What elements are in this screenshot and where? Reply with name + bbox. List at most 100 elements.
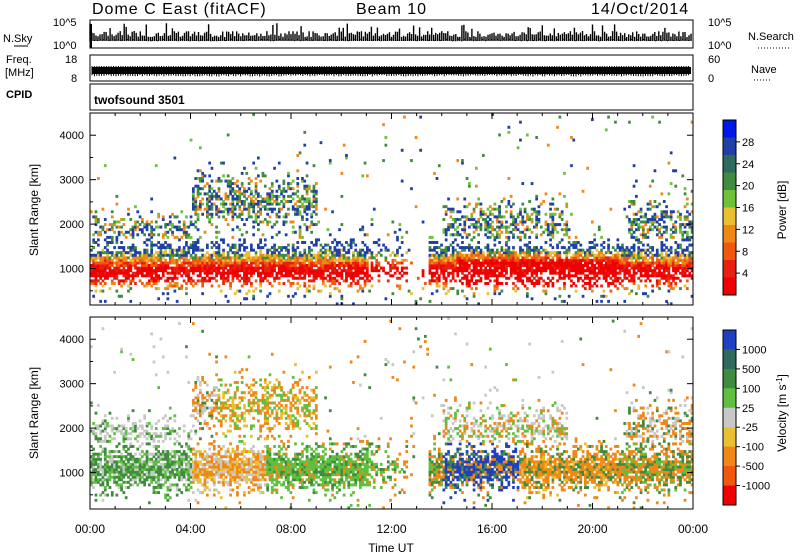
echo-cell (646, 228, 650, 232)
echo-cell (166, 284, 170, 288)
echo-cell (110, 457, 114, 461)
echo-cell (607, 243, 610, 247)
echo-cell (250, 248, 253, 252)
echo-cell (454, 238, 457, 242)
echo-cell (226, 253, 230, 257)
echo-cell (458, 246, 462, 250)
echo-cell (651, 215, 655, 219)
echo-cell (665, 225, 668, 229)
echo-cell (442, 258, 446, 262)
echo-cell (333, 256, 337, 260)
power-colorbar-label: Power [dB] (775, 181, 789, 240)
echo-cell (437, 279, 441, 283)
echo-cell (505, 230, 508, 234)
echo-cell (551, 233, 555, 237)
echo-cell (303, 271, 307, 275)
echo-cell (632, 264, 636, 267)
echo-cell (444, 233, 448, 237)
echo-cell (565, 264, 569, 267)
velocity-cells (90, 317, 694, 510)
echo-cell (635, 258, 638, 262)
echo-cell (440, 269, 443, 273)
echo-cell (284, 261, 288, 265)
echo-cell (154, 264, 158, 267)
echo-cell (201, 276, 205, 280)
echo-cell (493, 266, 497, 270)
echo-cell (470, 256, 474, 260)
echo-cell (533, 264, 536, 267)
echo-cell (168, 486, 172, 489)
echo-cell (377, 269, 381, 273)
echo-cell (226, 197, 230, 201)
echo-cell (505, 248, 508, 252)
echo-cell (173, 261, 177, 265)
echo-cell (632, 279, 636, 283)
echo-cell (203, 279, 207, 283)
echo-cell (363, 256, 367, 260)
echo-cell (335, 248, 339, 252)
echo-cell (591, 118, 594, 122)
echo-cell (115, 462, 119, 466)
echo-cell (577, 258, 580, 262)
echo-cell (405, 266, 409, 270)
echo-cell (352, 258, 355, 262)
echo-cell (495, 233, 499, 237)
echo-cell (493, 264, 497, 267)
echo-cell (655, 258, 659, 262)
echo-cell (94, 457, 98, 461)
echo-cell (644, 292, 648, 296)
echo-cell (674, 266, 678, 270)
echo-cell (628, 228, 631, 232)
echo-cell (94, 230, 98, 234)
echo-cell (99, 493, 103, 497)
echo-cell (206, 200, 209, 203)
echo-cell (345, 274, 348, 278)
echo-cell (551, 220, 555, 224)
echo-cell (224, 218, 228, 221)
echo-cell (166, 462, 170, 466)
echo-cell (238, 194, 242, 198)
echo-cell (558, 251, 562, 255)
echo-cell (97, 473, 100, 477)
echo-cell (247, 215, 251, 219)
echo-cell (161, 215, 165, 219)
echo-cell (340, 248, 344, 252)
echo-cell (533, 261, 536, 265)
echo-cell (505, 210, 508, 214)
echo-cell (164, 455, 167, 459)
echo-cell (161, 355, 165, 359)
echo-cell (551, 246, 555, 250)
echo-cell (461, 269, 464, 273)
echo-cell (138, 478, 142, 482)
echo-cell (363, 251, 367, 255)
echo-cell (361, 269, 365, 273)
echo-cell (653, 200, 657, 203)
echo-cell (282, 215, 286, 219)
echo-cell (103, 264, 107, 267)
echo-cell (366, 248, 369, 252)
echo-cell (400, 261, 404, 265)
echo-cell (254, 256, 258, 260)
echo-cell (500, 282, 504, 285)
echo-cell (282, 269, 286, 273)
echo-cell (530, 266, 534, 270)
echo-cell (644, 271, 648, 275)
echo-cell (113, 432, 116, 436)
echo-cell (103, 493, 107, 497)
echo-cell (252, 248, 256, 252)
echo-cell (136, 483, 140, 487)
echo-cell (231, 215, 235, 219)
echo-cell (148, 422, 151, 425)
echo-cell (347, 266, 351, 270)
echo-cell (187, 261, 191, 265)
echo-cell (609, 266, 613, 270)
echo-cell (233, 189, 237, 193)
echo-cell (171, 483, 174, 487)
echo-cell (270, 261, 274, 265)
echo-cell (261, 276, 265, 280)
echo-cell (509, 205, 513, 209)
echo-cell (642, 235, 645, 239)
echo-cell (208, 200, 212, 203)
echo-cell (458, 223, 462, 227)
echo-cell (498, 225, 501, 229)
